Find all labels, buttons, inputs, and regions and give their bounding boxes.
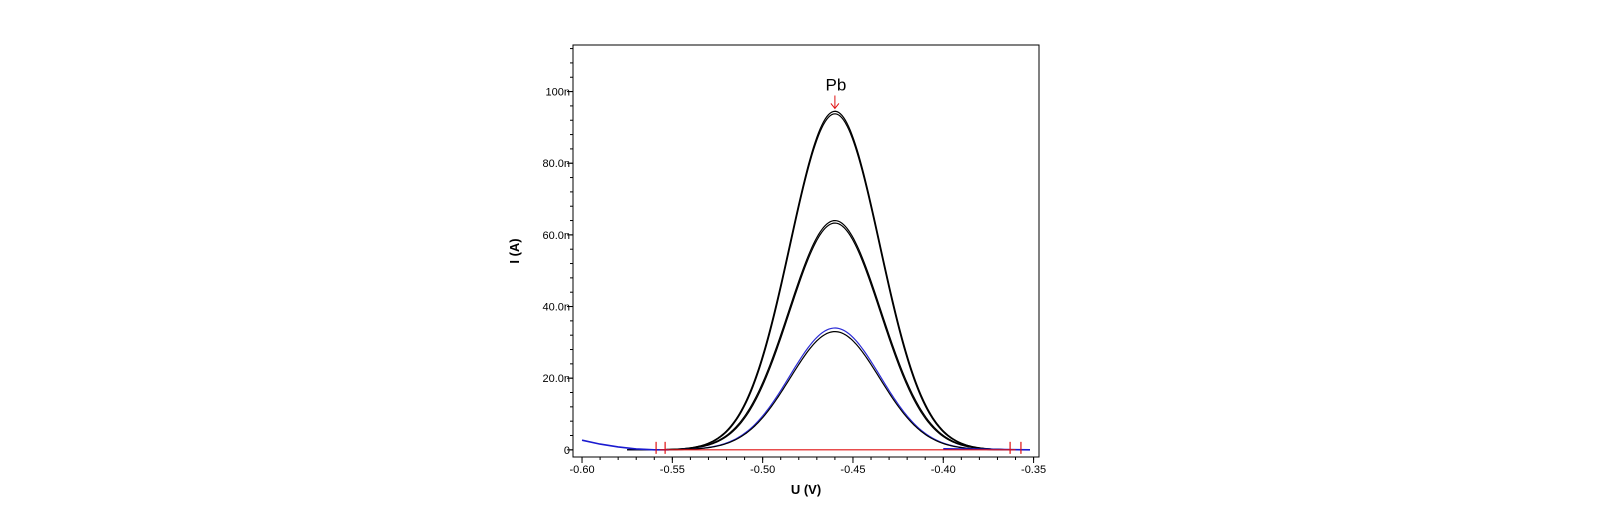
- y-tick-label: 100n: [546, 87, 570, 99]
- series-line: [627, 331, 1030, 451]
- x-tick-label: -0.50: [750, 464, 775, 476]
- series-line: [627, 327, 1030, 451]
- annotation-arrowhead: [830, 103, 840, 110]
- x-axis-title: U (V): [791, 482, 821, 497]
- y-axis: 0 20.0n 40.0n 60.0n 80.0n 100n: [542, 87, 573, 457]
- x-tick-label: -0.35: [1021, 464, 1046, 476]
- y-tick-label: 80.0n: [542, 158, 570, 170]
- y-tick-label: 0: [564, 445, 570, 457]
- series-tail-line: [581, 439, 669, 451]
- series-layer: [581, 110, 1030, 451]
- series-line: [627, 222, 1030, 451]
- y-tick-label: 40.0n: [542, 302, 570, 314]
- y-axis-title: I (A): [507, 238, 522, 263]
- x-tick-label: -0.40: [931, 464, 956, 476]
- plot-frame: [572, 44, 1040, 458]
- series-line: [627, 113, 1030, 451]
- series-line: [627, 219, 1030, 451]
- baseline-layer: [655, 441, 1022, 454]
- annotation-label: Pb: [826, 75, 847, 94]
- y-tick-label: 20.0n: [542, 373, 570, 385]
- y-tick-label: 60.0n: [542, 230, 570, 242]
- x-tick-label: -0.55: [660, 464, 685, 476]
- x-tick-label: -0.45: [840, 464, 865, 476]
- x-axis: -0.60 -0.55 -0.50 -0.45 -0.40 -0.35: [569, 457, 1046, 476]
- x-tick-label: -0.60: [569, 464, 594, 476]
- series-line: [627, 110, 1030, 451]
- annotation-layer: Pb: [826, 75, 847, 110]
